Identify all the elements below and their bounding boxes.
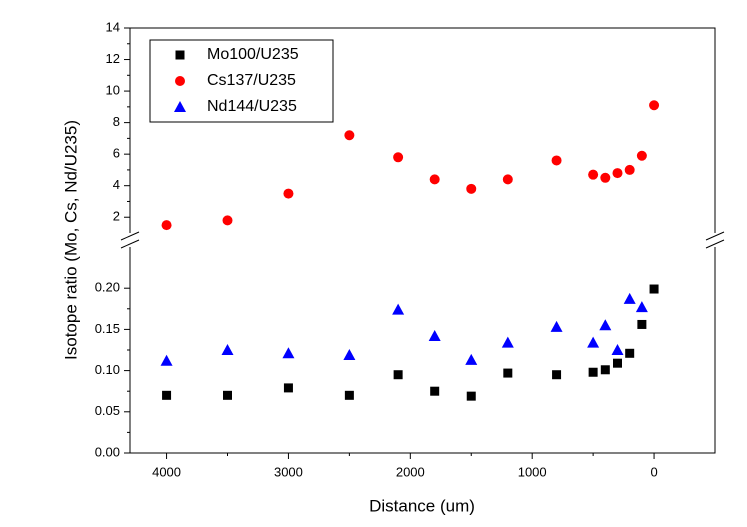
legend-label: Cs137/U235 — [207, 72, 296, 89]
data-point — [221, 344, 234, 355]
data-point — [430, 386, 440, 396]
axis-break — [120, 239, 140, 249]
data-point — [282, 347, 295, 359]
data-point — [465, 353, 478, 365]
data-point — [393, 152, 404, 163]
data-point — [428, 329, 441, 341]
y-tick-label: 0.15 — [95, 321, 120, 336]
y-tick-label: 0.10 — [95, 362, 120, 377]
data-point — [635, 301, 648, 313]
data-point — [429, 174, 440, 185]
x-tick-label: 2000 — [396, 464, 425, 479]
data-point — [599, 319, 612, 331]
legend-label: Mo100/U235 — [207, 46, 299, 63]
data-point — [501, 336, 514, 348]
data-point — [600, 172, 611, 183]
data-point — [222, 215, 233, 226]
y2-tick-label: 2 — [113, 209, 120, 224]
data-point — [344, 130, 355, 141]
x-tick-label: 0 — [650, 464, 657, 479]
data-point — [636, 150, 647, 161]
x-tick-label: 3000 — [274, 464, 303, 479]
x-tick-label: 1000 — [518, 464, 547, 479]
x-tick-label: 4000 — [152, 464, 181, 479]
data-point — [612, 168, 623, 179]
data-point — [624, 164, 635, 175]
data-point — [588, 169, 599, 180]
data-point — [283, 188, 294, 199]
data-point — [649, 284, 659, 294]
legend-marker — [175, 50, 185, 60]
data-point — [343, 348, 356, 360]
data-point — [600, 365, 610, 375]
y-tick-label: 0.00 — [95, 444, 120, 459]
data-point — [551, 155, 562, 166]
data-point — [223, 390, 232, 400]
y2-tick-label: 14 — [106, 19, 120, 34]
data-point — [587, 336, 600, 348]
data-point — [344, 390, 354, 400]
data-point — [162, 390, 172, 400]
data-point — [283, 383, 293, 393]
data-point — [625, 348, 635, 358]
y-tick-label: 0.20 — [95, 280, 120, 295]
y2-tick-label: 4 — [113, 177, 120, 192]
data-point — [588, 367, 598, 377]
data-point — [161, 220, 172, 231]
y2-tick-label: 12 — [106, 51, 120, 66]
y2-tick-label: 10 — [106, 83, 120, 98]
data-point — [552, 370, 562, 380]
data-point — [550, 320, 563, 332]
data-point — [393, 370, 403, 380]
axis-break — [120, 231, 140, 241]
legend-marker — [175, 76, 185, 86]
data-point — [623, 292, 636, 304]
data-point — [637, 319, 647, 329]
axis-break — [705, 231, 725, 241]
data-point — [466, 183, 477, 194]
data-point — [502, 174, 513, 185]
y2-tick-label: 6 — [113, 146, 120, 161]
data-point — [160, 354, 173, 366]
data-point — [503, 368, 513, 378]
data-point — [392, 303, 405, 315]
legend-label: Nd144/U235 — [207, 98, 297, 115]
data-point — [466, 391, 476, 401]
axis-break — [705, 239, 725, 249]
legend-marker — [174, 101, 186, 112]
data-point — [613, 358, 622, 368]
data-point — [649, 100, 660, 111]
data-point — [611, 344, 624, 355]
y-axis-label: Isotope ratio (Mo, Cs, Nd/U235) — [61, 120, 80, 360]
x-axis-label: Distance (um) — [369, 496, 475, 515]
y2-tick-label: 8 — [113, 114, 120, 129]
y-tick-label: 0.05 — [95, 403, 120, 418]
